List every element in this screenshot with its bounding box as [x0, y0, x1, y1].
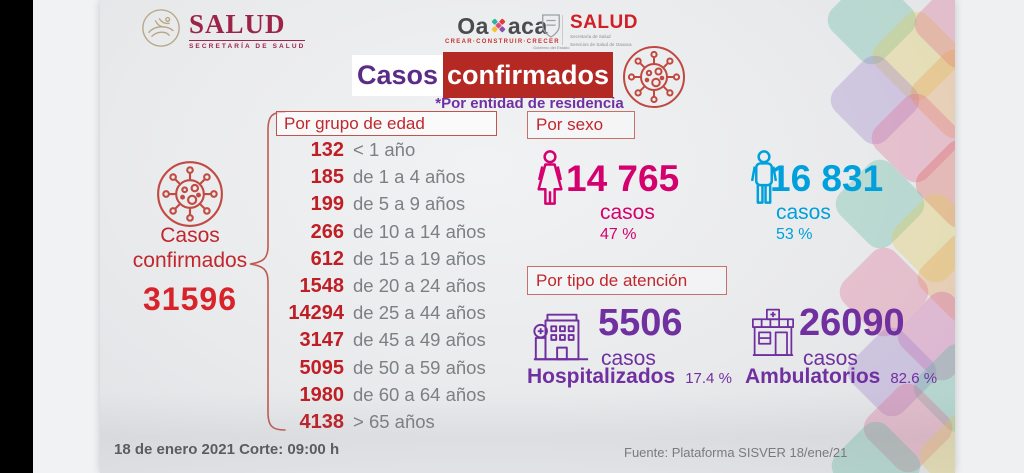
ambulatory-value: 26090: [799, 302, 905, 344]
age-label: de 20 a 24 años: [353, 274, 486, 296]
virus-icon: [156, 160, 224, 233]
table-row: 4138 > 65 años: [250, 411, 510, 438]
logo-salud-oaxaca: SALUD Secretaría de Salud Servicios de S…: [570, 12, 638, 47]
age-label: de 45 a 49 años: [353, 329, 486, 351]
table-row: 132 < 1 año: [250, 139, 510, 166]
female-icon: [531, 149, 569, 220]
brace-connector: [240, 108, 290, 443]
left-gutter: [33, 0, 100, 473]
hospital-icon: [530, 305, 592, 372]
title-note: *Por entidad de residencia: [435, 95, 624, 112]
table-row: 14294 de 25 a 44 años: [250, 302, 510, 329]
age-label: de 1 a 4 años: [353, 166, 466, 188]
age-label: < 1 año: [353, 139, 416, 160]
source-note: Fuente: Plataforma SISVER 18/ene/21: [624, 445, 848, 460]
logo-salud-federal: SALUD SECRETARÍA DE SALUD: [140, 7, 306, 54]
table-row: 266 de 10 a 14 años: [250, 221, 510, 248]
table-row: 185 de 1 a 4 años: [250, 166, 510, 193]
age-value: 199: [310, 193, 344, 216]
table-row: 3147 de 45 a 49 años: [250, 329, 510, 356]
age-group-table: 132 < 1 año 185 de 1 a 4 años 199 de 5 a 9 …: [250, 139, 510, 438]
title-confirmados: confirmados: [443, 52, 613, 98]
male-icon: [745, 149, 783, 220]
oaxaca-x-icon: [490, 15, 507, 37]
by-sex-header: Por sexo: [527, 111, 635, 139]
logo-oaxaca: Oa aca CREAR·CONSTRUIR·CRECER: [445, 13, 560, 46]
hospitalized-value: 5506: [598, 302, 683, 344]
age-value: 5095: [299, 356, 345, 379]
age-label: > 65 años: [353, 410, 435, 432]
table-row: 199 de 5 a 9 años: [250, 193, 510, 220]
age-value: 3147: [299, 329, 345, 352]
ambulatory-label: Ambulatorios: [745, 365, 881, 388]
eagle-emblem-icon: [140, 7, 182, 54]
infographic-slide: SALUD SECRETARÍA DE SALUD Oa aca: [100, 0, 955, 473]
table-row: 1980 de 60 a 64 años: [250, 384, 510, 411]
age-label: de 25 a 44 años: [353, 302, 486, 324]
salud-federal-subtitle: SECRETARÍA DE SALUD: [189, 43, 306, 50]
male-percent: 53 %: [776, 226, 813, 243]
hospitalized-unit: casos: [601, 347, 656, 370]
clinic-icon: [745, 305, 801, 370]
total-confirmed-value: 31596: [143, 281, 237, 317]
total-label-line1: Casos: [160, 224, 220, 247]
salud-oaxaca-line1: Secretaría de Salud: [570, 34, 611, 39]
ambulatory-unit: casos: [803, 347, 858, 370]
crest-icon: [540, 13, 562, 44]
male-cases-unit: casos: [776, 201, 831, 224]
female-cases-value: 14 765: [566, 158, 680, 199]
age-value: 185: [310, 166, 344, 189]
logo-divider: [562, 15, 563, 45]
table-row: 5095 de 50 a 59 años: [250, 357, 510, 384]
virus-icon: [622, 45, 686, 114]
age-label: de 50 a 59 años: [353, 356, 486, 378]
crest-caption: Gobierno del Estado: [533, 45, 570, 50]
salud-oaxaca-title: SALUD: [570, 12, 638, 33]
table-row: 1548 de 20 a 24 años: [250, 275, 510, 302]
hospitalized-label: Hospitalizados: [527, 365, 676, 388]
salud-oaxaca-line2: Servicios de Salud de Oaxaca: [570, 41, 632, 47]
age-value: 14294: [288, 302, 344, 325]
oaxaca-name-left: Oa: [457, 13, 489, 39]
age-label: de 10 a 14 años: [353, 220, 486, 242]
total-label-line2: confirmados: [132, 249, 248, 272]
age-label: de 15 a 19 años: [353, 247, 486, 269]
age-value: 4138: [299, 410, 345, 433]
state-crest: Gobierno del Estado: [533, 13, 569, 50]
age-value: 1980: [299, 383, 345, 406]
age-label: de 5 a 9 años: [353, 193, 466, 215]
title-casos: Casos: [352, 55, 443, 96]
age-value: 612: [310, 247, 344, 270]
by-care-header: Por tipo de atención: [527, 266, 727, 295]
hospitalized-percent: 17.4 %: [685, 370, 732, 387]
oaxaca-name-right: aca: [507, 13, 548, 39]
salud-federal-title: SALUD: [189, 9, 286, 39]
age-group-header: Por grupo de edad: [276, 111, 497, 136]
ambulatory-percent: 82.6 %: [890, 370, 938, 387]
age-value: 132: [310, 139, 344, 161]
cutoff-date: 18 de enero 2021 Corte: 09:00 h: [114, 441, 340, 458]
logo-rule: [189, 40, 306, 41]
age-value: 1548: [299, 274, 345, 297]
letterbox-bar: [0, 0, 33, 473]
female-percent: 47 %: [600, 226, 637, 243]
oaxaca-tagline: CREAR·CONSTRUIR·CRECER: [445, 39, 560, 45]
female-cases-unit: casos: [600, 201, 655, 224]
table-row: 612 de 15 a 19 años: [250, 248, 510, 275]
right-gutter: [955, 0, 1024, 473]
age-label: de 60 a 64 años: [353, 383, 486, 405]
age-value: 266: [310, 220, 344, 243]
male-cases-value: 16 831: [770, 158, 884, 199]
